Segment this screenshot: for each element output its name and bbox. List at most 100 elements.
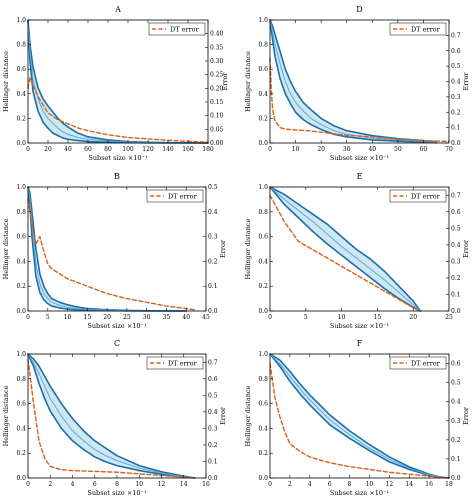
legend: DT error [146, 356, 204, 370]
y-tick-label-left: 0.4 [258, 91, 268, 98]
plot-frame [27, 19, 209, 144]
y-tick-label-left: 0.6 [258, 401, 268, 408]
x-tick-label: 0 [26, 314, 30, 321]
panel-title: A [114, 5, 121, 14]
y-tick-label-left: 0.2 [16, 115, 26, 122]
y-tick-label-left: 0.0 [16, 475, 26, 482]
x-tick-label: 5 [304, 314, 308, 321]
x-tick-label: 14 [180, 481, 188, 488]
y-axis-label-right: Error [462, 72, 470, 91]
y-tick-label-right: 0.3 [451, 418, 461, 425]
panel-title: F [357, 339, 363, 348]
y-tick-label-left: 0.8 [258, 42, 268, 49]
x-tick-label: 45 [202, 314, 210, 321]
legend-box [389, 356, 447, 370]
x-tick-label: 0 [26, 146, 30, 153]
x-tick-label: 4 [308, 481, 312, 488]
x-tick-label: 30 [143, 314, 151, 321]
hellinger-upper-line [27, 353, 196, 479]
x-tick-label: 50 [394, 146, 402, 153]
panel-title: E [357, 172, 363, 181]
legend: DT error [146, 189, 204, 203]
legend-label: DT error [411, 25, 441, 33]
legend: DT error [389, 189, 447, 203]
chart-panel-b: B0 5 10 15 20 25 30 35 40 450.00.20.40.60.81.00.0… [2, 172, 227, 330]
y-tick-label-right: 0.0 [451, 475, 461, 482]
y-tick-label-right: 0.1 [451, 291, 461, 298]
y-tick-label-left: 0.0 [16, 308, 26, 315]
hellinger-mean-line [27, 186, 187, 312]
dt-error-line [269, 194, 422, 312]
x-tick-label: 25 [445, 314, 453, 321]
x-tick-label: 80 [104, 146, 112, 153]
y-tick-label-right: 0.00 [210, 140, 224, 147]
y-tick-label-right: 0.3 [208, 234, 218, 241]
x-axis-label: Subset size ×10⁻¹ [330, 154, 390, 162]
y-tick-label-right: 0.2 [451, 437, 461, 444]
y-tick-label-right: 0.1 [451, 456, 461, 463]
x-tick-label: 20 [44, 146, 52, 153]
legend-box [146, 189, 204, 203]
x-tick-label: 25 [123, 314, 131, 321]
y-tick-label-left: 0.2 [258, 283, 268, 290]
y-tick-label-right: 0.2 [451, 109, 461, 116]
y-axis-label-left: Hellinger distance [2, 385, 10, 446]
y-tick-label-right: 0.4 [208, 409, 218, 416]
y-tick-label-right: 0.3 [451, 94, 461, 101]
x-tick-label: 10 [64, 314, 72, 321]
y-tick-label-left: 0.2 [258, 450, 268, 457]
hellinger-lower-line [269, 19, 438, 144]
x-tick-label: 0 [26, 481, 30, 488]
x-tick-label: 120 [142, 146, 154, 153]
y-tick-label-right: 0.2 [208, 258, 218, 265]
x-tick-label: 60 [420, 146, 428, 153]
y-tick-label-right: 0.5 [451, 225, 461, 232]
y-tick-label-right: 0.6 [451, 209, 461, 216]
hellinger-mean-line [269, 353, 450, 479]
y-axis-label-right: Error [221, 72, 229, 91]
y-tick-label-right: 0.4 [451, 79, 461, 86]
x-tick-label: 4 [71, 481, 75, 488]
hellinger-mean-line [27, 353, 196, 479]
panel-title: D [356, 5, 362, 14]
x-tick-label: 2 [288, 481, 292, 488]
plot-frame [269, 353, 450, 479]
y-axis-label-left: Hellinger distance [244, 385, 252, 446]
y-tick-label-left: 1.0 [16, 17, 26, 24]
y-tick-label-left: 0.0 [258, 475, 268, 482]
hellinger-upper-line [27, 186, 188, 312]
panel-title: C [114, 339, 120, 348]
hellinger-band [270, 354, 449, 478]
y-tick-label-left: 1.0 [258, 351, 268, 358]
dt-error-line [269, 57, 450, 143]
y-tick-label-right: 0.6 [451, 48, 461, 55]
chart-panel-c: C0 2 4 6 8 10 12 14 160.00.20.40.60.81.00.00.10.… [2, 339, 227, 497]
y-tick-label-left: 0.4 [16, 425, 26, 432]
x-tick-label: 60 [84, 146, 92, 153]
x-tick-label: 0 [268, 481, 272, 488]
x-tick-label: 160 [182, 146, 194, 153]
y-tick-label-right: 0.4 [451, 242, 461, 249]
y-tick-label-left: 0.2 [16, 450, 26, 457]
y-tick-label-right: 0.6 [451, 361, 461, 368]
hellinger-mean-line [269, 19, 437, 143]
x-tick-label: 40 [64, 146, 72, 153]
dt-error-line [27, 76, 209, 143]
hellinger-upper-line [269, 19, 438, 143]
x-tick-label: 15 [84, 314, 92, 321]
y-tick-label-right: 0.35 [210, 44, 224, 51]
hellinger-band [28, 20, 208, 143]
y-tick-label-left: 0.0 [258, 308, 268, 315]
y-tick-label-left: 1.0 [258, 17, 268, 24]
x-axis-label: Subset size ×10⁻¹ [87, 489, 147, 497]
y-tick-label-left: 0.8 [16, 42, 26, 49]
x-tick-label: 10 [366, 481, 374, 488]
x-tick-label: 100 [122, 146, 134, 153]
hellinger-upper-line [269, 353, 450, 479]
panel-title: B [114, 172, 120, 181]
y-tick-label-right: 0.5 [451, 380, 461, 387]
y-tick-label-left: 0.6 [258, 66, 268, 73]
y-tick-label-right: 0.7 [451, 192, 461, 199]
legend: DT error [148, 22, 206, 36]
y-tick-label-left: 0.8 [16, 209, 26, 216]
